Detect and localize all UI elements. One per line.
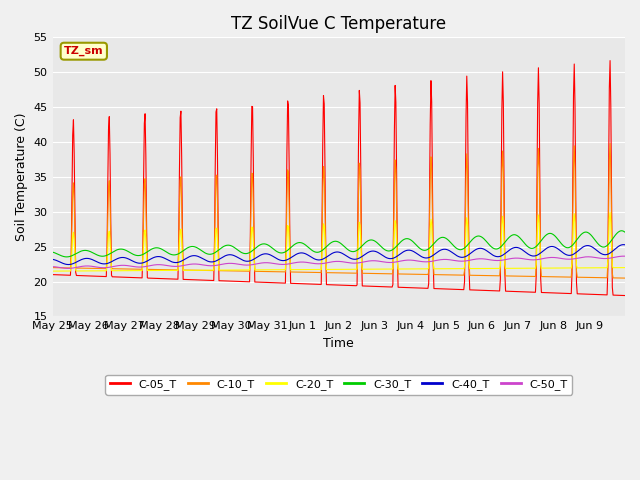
C-20_T xyxy=(250,238,257,243)
C-20_T xyxy=(606,210,614,216)
C-30_T xyxy=(63,254,70,260)
Line: C-50_T: C-50_T xyxy=(52,256,625,268)
Y-axis label: Soil Temperature (C): Soil Temperature (C) xyxy=(15,113,28,241)
C-05_T xyxy=(49,272,56,277)
C-10_T xyxy=(430,272,438,277)
Title: TZ SoilVue C Temperature: TZ SoilVue C Temperature xyxy=(231,15,446,33)
C-10_T xyxy=(116,266,124,272)
C-50_T xyxy=(49,264,56,269)
C-50_T xyxy=(222,261,230,266)
C-05_T xyxy=(271,280,279,286)
C-30_T xyxy=(49,249,56,255)
Line: C-30_T: C-30_T xyxy=(52,231,625,257)
C-10_T xyxy=(221,268,228,274)
C-30_T xyxy=(621,229,629,235)
C-05_T xyxy=(116,274,124,280)
C-50_T xyxy=(431,258,438,264)
C-10_T xyxy=(49,265,56,271)
C-10_T xyxy=(606,141,614,146)
C-30_T xyxy=(431,240,438,246)
C-40_T xyxy=(250,256,258,262)
C-40_T xyxy=(431,252,438,257)
C-10_T xyxy=(621,275,629,281)
C-30_T xyxy=(250,246,258,252)
C-05_T xyxy=(430,286,438,291)
C-50_T xyxy=(250,262,258,267)
C-30_T xyxy=(222,243,230,249)
C-50_T xyxy=(116,263,124,268)
C-40_T xyxy=(399,250,406,255)
C-40_T xyxy=(65,262,72,267)
C-40_T xyxy=(272,255,280,261)
C-05_T xyxy=(606,58,614,63)
C-20_T xyxy=(398,266,406,272)
C-05_T xyxy=(250,158,257,164)
C-50_T xyxy=(620,253,627,259)
C-40_T xyxy=(49,256,56,262)
C-40_T xyxy=(620,242,627,248)
C-20_T xyxy=(430,266,438,272)
Text: TZ_sm: TZ_sm xyxy=(64,46,104,56)
C-40_T xyxy=(222,253,230,259)
C-50_T xyxy=(65,265,72,271)
C-30_T xyxy=(399,238,406,243)
C-05_T xyxy=(398,285,406,290)
C-10_T xyxy=(398,271,406,277)
Line: C-20_T: C-20_T xyxy=(52,213,625,271)
C-10_T xyxy=(250,201,257,206)
C-20_T xyxy=(116,268,124,274)
C-30_T xyxy=(116,246,124,252)
Line: C-10_T: C-10_T xyxy=(52,144,625,278)
C-50_T xyxy=(621,253,629,259)
Legend: C-05_T, C-10_T, C-20_T, C-30_T, C-40_T, C-50_T: C-05_T, C-10_T, C-20_T, C-30_T, C-40_T, … xyxy=(106,375,572,395)
C-20_T xyxy=(271,267,279,273)
C-30_T xyxy=(272,248,280,253)
Line: C-40_T: C-40_T xyxy=(52,245,625,264)
C-50_T xyxy=(399,258,406,264)
C-30_T xyxy=(618,228,625,234)
C-20_T xyxy=(49,268,56,274)
C-20_T xyxy=(221,267,228,273)
C-40_T xyxy=(621,242,629,248)
X-axis label: Time: Time xyxy=(323,337,354,350)
C-05_T xyxy=(621,293,629,299)
Line: C-05_T: C-05_T xyxy=(52,60,625,296)
C-20_T xyxy=(621,265,629,271)
C-40_T xyxy=(116,255,124,261)
C-10_T xyxy=(271,269,279,275)
C-50_T xyxy=(272,261,280,267)
C-05_T xyxy=(221,278,228,284)
